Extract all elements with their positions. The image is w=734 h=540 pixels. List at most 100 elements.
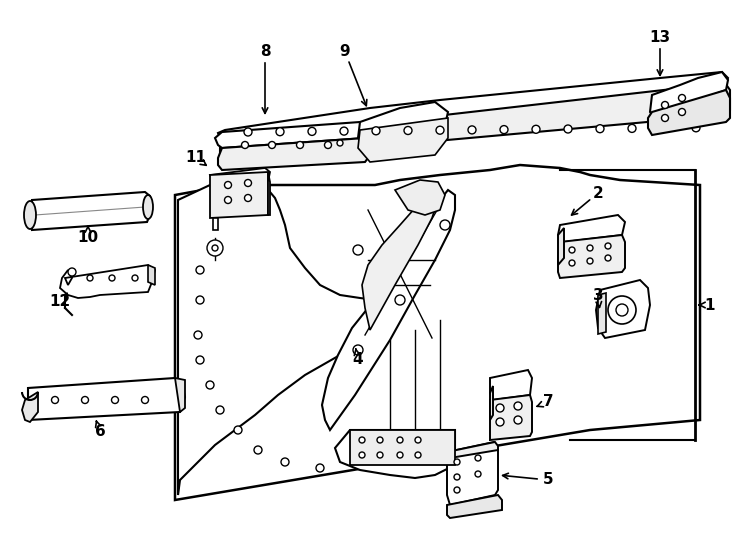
Circle shape (678, 94, 686, 102)
Circle shape (194, 331, 202, 339)
Circle shape (660, 124, 668, 132)
Circle shape (359, 437, 365, 443)
Circle shape (212, 245, 218, 251)
Circle shape (605, 255, 611, 261)
Circle shape (415, 452, 421, 458)
Circle shape (605, 243, 611, 249)
Polygon shape (558, 235, 625, 278)
Polygon shape (215, 122, 368, 148)
Text: 12: 12 (49, 294, 70, 309)
Polygon shape (218, 138, 368, 170)
Circle shape (587, 245, 593, 251)
Polygon shape (596, 280, 650, 338)
Circle shape (216, 406, 224, 414)
Text: 13: 13 (650, 30, 671, 45)
Circle shape (661, 114, 669, 122)
Text: 4: 4 (353, 353, 363, 368)
Text: 3: 3 (592, 287, 603, 302)
Polygon shape (213, 218, 218, 230)
Polygon shape (218, 72, 728, 140)
Polygon shape (22, 392, 38, 422)
Circle shape (532, 125, 540, 133)
Polygon shape (178, 183, 380, 495)
Circle shape (569, 260, 575, 266)
Polygon shape (148, 265, 155, 285)
Circle shape (678, 109, 686, 116)
Polygon shape (268, 172, 270, 215)
Polygon shape (447, 442, 498, 458)
Circle shape (395, 295, 405, 305)
Circle shape (377, 437, 383, 443)
Polygon shape (650, 72, 728, 118)
Circle shape (109, 275, 115, 281)
Circle shape (377, 452, 383, 458)
Ellipse shape (143, 195, 153, 219)
Circle shape (234, 426, 242, 434)
Circle shape (436, 126, 444, 134)
Text: 7: 7 (542, 395, 553, 409)
Circle shape (454, 459, 460, 465)
Circle shape (87, 275, 93, 281)
Circle shape (569, 247, 575, 253)
Polygon shape (358, 102, 448, 155)
Circle shape (353, 245, 363, 255)
Circle shape (596, 125, 604, 133)
Circle shape (415, 437, 421, 443)
Polygon shape (28, 378, 185, 420)
Circle shape (196, 296, 204, 304)
Circle shape (51, 396, 59, 403)
Polygon shape (648, 90, 730, 135)
Circle shape (244, 179, 252, 186)
Circle shape (397, 437, 403, 443)
Circle shape (196, 356, 204, 364)
Circle shape (316, 464, 324, 472)
Circle shape (608, 296, 636, 324)
Polygon shape (558, 215, 625, 242)
Circle shape (269, 141, 275, 149)
Polygon shape (60, 265, 155, 298)
Circle shape (353, 345, 363, 355)
Polygon shape (210, 172, 268, 218)
Circle shape (276, 127, 284, 136)
Polygon shape (395, 180, 445, 215)
Circle shape (207, 240, 223, 256)
Circle shape (564, 125, 572, 133)
Circle shape (196, 266, 204, 274)
Circle shape (225, 181, 231, 188)
Text: 2: 2 (592, 186, 603, 200)
Text: 10: 10 (78, 231, 98, 246)
Polygon shape (358, 118, 448, 162)
Circle shape (225, 197, 231, 204)
Circle shape (692, 124, 700, 132)
Circle shape (616, 304, 628, 316)
Circle shape (397, 452, 403, 458)
Circle shape (308, 127, 316, 136)
Text: 8: 8 (260, 44, 270, 59)
Polygon shape (350, 430, 455, 465)
Circle shape (81, 396, 89, 403)
Circle shape (241, 141, 249, 149)
Circle shape (514, 402, 522, 410)
Circle shape (628, 124, 636, 132)
Polygon shape (490, 386, 493, 420)
Ellipse shape (24, 201, 36, 229)
Circle shape (297, 141, 303, 149)
Polygon shape (175, 165, 700, 500)
Text: 6: 6 (95, 424, 106, 440)
Circle shape (340, 127, 348, 135)
Polygon shape (558, 228, 564, 265)
Circle shape (661, 102, 669, 109)
Circle shape (132, 275, 138, 281)
Circle shape (68, 268, 76, 276)
Circle shape (475, 455, 481, 461)
Circle shape (454, 487, 460, 493)
Circle shape (337, 140, 343, 146)
Circle shape (587, 258, 593, 264)
Text: 5: 5 (542, 472, 553, 488)
Polygon shape (362, 190, 438, 330)
Circle shape (359, 452, 365, 458)
Polygon shape (490, 395, 532, 440)
Polygon shape (322, 190, 455, 430)
Polygon shape (210, 168, 270, 188)
Text: 1: 1 (705, 298, 715, 313)
